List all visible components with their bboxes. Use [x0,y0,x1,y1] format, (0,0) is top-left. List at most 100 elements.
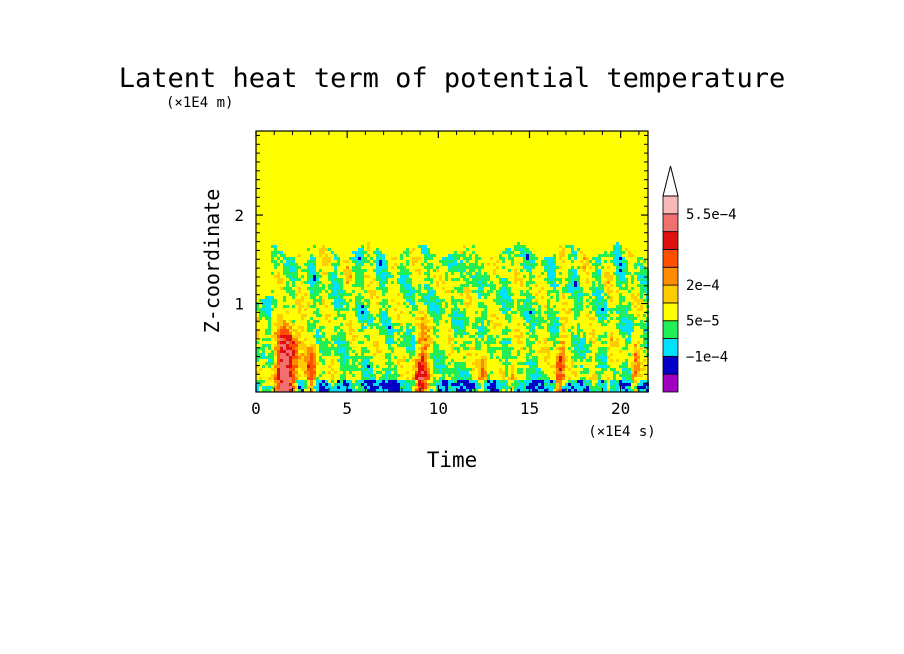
contour-cell [604,323,607,326]
contour-cell [604,317,607,320]
contour-cell [307,365,310,368]
contour-cell [544,311,547,314]
contour-cell [490,320,493,323]
contour-cell [517,341,520,344]
contour-cell [415,359,418,362]
contour-cell [262,350,265,353]
contour-cell [505,359,508,362]
contour-cell [370,389,373,392]
contour-cell [301,329,304,332]
contour-cell [283,338,286,341]
contour-cell [259,347,262,350]
contour-cell [439,350,442,353]
contour-cell [577,248,580,251]
contour-cell [496,299,499,302]
contour-cell [367,350,370,353]
contour-cell [544,320,547,323]
contour-cell [379,311,382,314]
contour-cell [397,293,400,296]
contour-cell [388,344,391,347]
contour-cell [343,362,346,365]
contour-cell [619,278,622,281]
contour-cell [385,371,388,374]
contour-cell [628,329,631,332]
contour-cell [382,374,385,377]
contour-cell [337,281,340,284]
contour-cell [553,287,556,290]
contour-cell [358,302,361,305]
contour-cell [628,374,631,377]
contour-cell [577,338,580,341]
contour-cell [289,269,292,272]
contour-cell [487,350,490,353]
contour-cell [490,386,493,389]
contour-cell [370,263,373,266]
contour-cell [550,347,553,350]
contour-cell [616,326,619,329]
contour-cell [616,266,619,269]
contour-cell [424,251,427,254]
contour-cell [457,290,460,293]
contour-cell [433,302,436,305]
contour-cell [580,290,583,293]
contour-cell [292,281,295,284]
contour-cell [484,380,487,383]
contour-cell [466,377,469,380]
contour-cell [316,329,319,332]
contour-cell [613,383,616,386]
contour-cell [295,329,298,332]
contour-cell [418,311,421,314]
contour-cell [346,266,349,269]
contour-cell [619,269,622,272]
contour-cell [442,368,445,371]
contour-cell [319,269,322,272]
contour-cell [265,386,268,389]
contour-cell [361,323,364,326]
contour-cell [475,275,478,278]
contour-cell [316,278,319,281]
contour-cell [550,272,553,275]
contour-cell [358,251,361,254]
contour-cell [322,245,325,248]
contour-cell [307,260,310,263]
contour-cell [355,383,358,386]
contour-cell [643,272,646,275]
contour-cell [574,296,577,299]
contour-cell [409,278,412,281]
contour-cell [424,383,427,386]
contour-cell [535,365,538,368]
contour-cell [643,290,646,293]
contour-cell [481,368,484,371]
contour-cell [625,308,628,311]
contour-cell [400,272,403,275]
y-axis-label: Z-coordinate [200,189,224,334]
contour-cell [628,317,631,320]
contour-cell [301,341,304,344]
contour-cell [574,305,577,308]
contour-cell [409,284,412,287]
contour-cell [283,254,286,257]
contour-cell [382,284,385,287]
contour-cell [457,347,460,350]
contour-cell [580,266,583,269]
contour-cell [619,254,622,257]
contour-cell [349,386,352,389]
contour-cell [562,323,565,326]
contour-cell [433,311,436,314]
contour-cell [529,329,532,332]
contour-cell [604,332,607,335]
contour-cell [460,311,463,314]
contour-cell [271,386,274,389]
contour-cell [568,275,571,278]
contour-cell [319,350,322,353]
contour-cell [595,275,598,278]
contour-cell [499,299,502,302]
contour-cell [475,290,478,293]
contour-cell [385,269,388,272]
contour-cell [418,359,421,362]
contour-cell [358,278,361,281]
contour-cell [616,386,619,389]
contour-cell [271,368,274,371]
contour-cell [283,353,286,356]
contour-cell [571,293,574,296]
